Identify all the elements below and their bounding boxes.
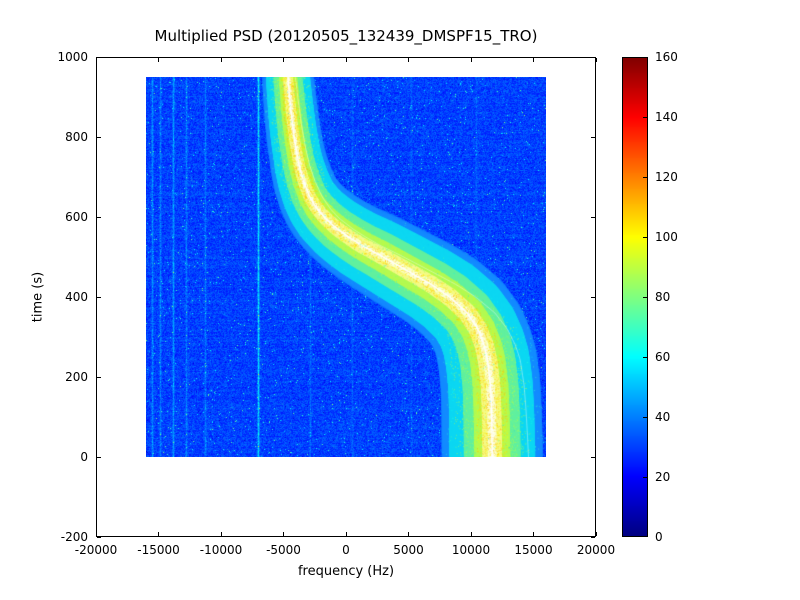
colorbar-tick-label: 40	[655, 410, 671, 424]
colorbar-tick-mark	[643, 57, 647, 58]
chart-title: Multiplied PSD (20120505_132439_DMSPF15_…	[154, 27, 538, 45]
x-tick-label: 5000	[393, 543, 424, 557]
x-tick-mark	[220, 532, 222, 536]
y-tick-mark	[97, 56, 101, 58]
y-tick-label: 200	[65, 370, 88, 384]
x-tick-label: -15000	[137, 543, 180, 557]
y-tick-label: 400	[65, 290, 88, 304]
x-tick-mark	[158, 532, 159, 536]
colorbar-tick-mark	[643, 116, 647, 118]
y-tick-mark	[97, 536, 101, 538]
colorbar-tick-label: 160	[655, 50, 678, 64]
y-tick-mark	[591, 456, 595, 458]
x-tick-label: -10000	[199, 543, 243, 557]
x-tick-mark	[95, 58, 97, 62]
x-tick-mark	[470, 58, 472, 62]
x-tick-label: 15000	[514, 543, 553, 557]
y-tick-label: 600	[65, 210, 88, 224]
x-tick-mark	[408, 58, 409, 62]
y-tick-mark	[97, 216, 101, 218]
x-tick-label: 0	[342, 543, 350, 557]
colorbar-tick-mark	[643, 476, 647, 478]
x-axis-label: frequency (Hz)	[297, 564, 395, 579]
colorbar-tick-mark	[643, 535, 647, 537]
y-tick-mark	[97, 456, 101, 458]
y-tick-label: 1000	[57, 50, 88, 64]
colorbar-tick-label: 120	[655, 170, 678, 184]
colorbar-tick-mark	[643, 236, 647, 238]
y-tick-mark	[591, 136, 595, 138]
y-tick-mark	[97, 296, 101, 298]
colorbar-tick-mark	[643, 296, 647, 298]
x-tick-mark	[595, 58, 597, 62]
x-tick-mark	[345, 58, 347, 62]
y-tick-mark	[591, 56, 595, 58]
colorbar-tick-label: 140	[655, 110, 678, 124]
y-tick-mark	[591, 376, 595, 378]
x-tick-mark	[345, 532, 347, 536]
colorbar-tick-label: 100	[655, 230, 678, 244]
y-tick-mark	[97, 136, 101, 138]
y-tick-mark	[591, 216, 595, 218]
y-tick-mark	[97, 376, 101, 378]
x-tick-mark	[595, 532, 597, 536]
y-tick-label: 0	[80, 450, 88, 464]
colorbar-tick-label: 20	[655, 470, 671, 484]
x-tick-label: -20000	[74, 543, 118, 557]
x-tick-mark	[533, 532, 534, 536]
y-tick-label: 800	[65, 130, 88, 144]
heatmap-canvas	[146, 77, 546, 457]
x-tick-label: 20000	[576, 543, 616, 557]
plot-axes-border	[96, 57, 596, 537]
x-tick-label: 10000	[451, 543, 491, 557]
x-tick-mark	[220, 58, 222, 62]
x-tick-mark	[533, 58, 534, 62]
colorbar-tick-mark	[643, 176, 647, 178]
x-tick-label: -5000	[266, 543, 301, 557]
x-tick-mark	[283, 58, 284, 62]
x-tick-mark	[470, 532, 472, 536]
y-tick-mark	[591, 536, 595, 538]
colorbar-tick-label: 0	[655, 530, 663, 544]
colorbar-tick-label: 80	[655, 290, 671, 304]
colorbar-tick-label: 60	[655, 350, 671, 364]
colorbar-border	[622, 57, 648, 537]
y-tick-mark	[591, 296, 595, 298]
y-tick-label: -200	[60, 530, 88, 544]
x-tick-mark	[95, 532, 97, 536]
x-tick-mark	[283, 532, 284, 536]
colorbar-tick-mark	[643, 416, 647, 418]
x-tick-mark	[158, 58, 159, 62]
colorbar-tick-mark	[643, 356, 647, 358]
x-tick-mark	[408, 532, 409, 536]
